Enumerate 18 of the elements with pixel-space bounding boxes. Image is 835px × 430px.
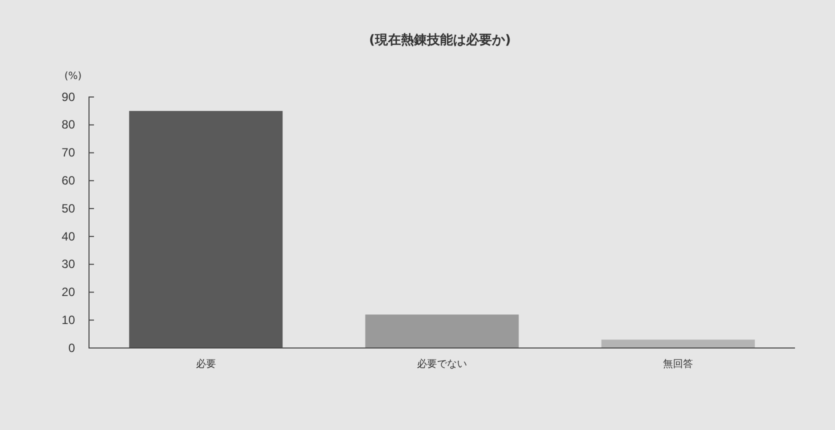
y-tick-label: 40 — [62, 229, 76, 244]
bar — [129, 110, 283, 348]
y-axis-title: (%) — [64, 71, 82, 82]
y-tick-label: 50 — [62, 201, 76, 216]
y-tick-label: 90 — [62, 90, 76, 104]
bar — [601, 340, 755, 348]
x-tick-label: 無回答 — [663, 358, 694, 370]
y-tick-label: 20 — [62, 285, 76, 300]
y-tick-label: 10 — [62, 312, 76, 327]
x-tick-label: 必要 — [196, 358, 216, 370]
chart-title: (現在熱錬技能は必要か) — [369, 32, 511, 48]
y-tick-label: 30 — [62, 257, 76, 272]
y-tick-label: 70 — [62, 146, 76, 160]
y-tick-label: 0 — [68, 340, 76, 355]
y-tick-label: 80 — [62, 118, 76, 132]
bar — [365, 314, 519, 348]
x-tick-label: 必要でない — [417, 358, 467, 370]
y-tick-label: 60 — [62, 174, 76, 188]
